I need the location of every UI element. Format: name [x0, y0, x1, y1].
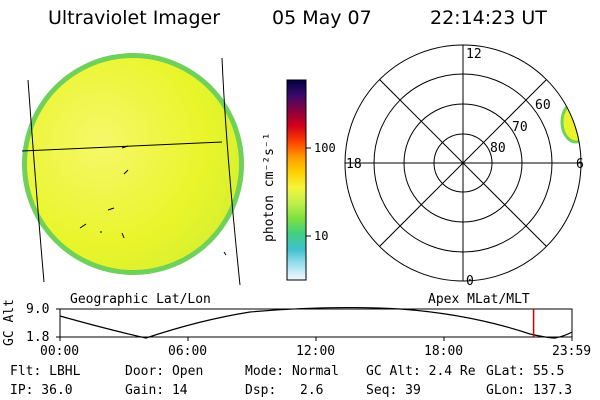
mlt-06-label: 6 [576, 157, 584, 172]
gain-status: Gain: 14 [125, 383, 188, 398]
aurora-patch [560, 100, 581, 144]
geographic-caption: Geographic Lat/Lon [70, 292, 211, 307]
seq-status: Seq: 39 [366, 383, 421, 398]
latitude-line [21, 141, 223, 152]
colorbar-tick-label-10: 10 [314, 229, 329, 243]
door-status: Door: Open [125, 364, 204, 379]
orbit-ytop-label: 9.0 [26, 302, 50, 317]
orbit-xtick-label: 00:00 [40, 344, 80, 359]
earth-disk-image [21, 53, 244, 286]
orbit-ybottom-label: 1.8 [26, 330, 50, 345]
glon-status: GLon: 137.3 [486, 383, 573, 398]
orbit-plot [56, 306, 573, 341]
longitude-line-east [221, 57, 241, 286]
dsp-value: 2.6 [300, 383, 324, 398]
lat-60-label: 60 [535, 98, 551, 113]
instrument-title: Ultraviolet Imager [48, 7, 221, 29]
gc-alt-status: GC Alt: 2.4 Re [366, 364, 476, 379]
mlt-00-label: 0 [466, 274, 474, 289]
orbit-xtick-label: 18:00 [424, 344, 464, 359]
colorbar-tick-label-100: 100 [314, 141, 336, 155]
orbit-frame [59, 308, 573, 338]
orbit-xtick-label: 12:00 [296, 344, 336, 359]
mlt-18-label: 18 [346, 157, 362, 172]
time-label: 22:14:23 UT [430, 7, 547, 29]
polar-plot [344, 44, 582, 282]
colorbar [286, 79, 311, 281]
mode-status: Mode: Normal [245, 364, 339, 379]
ip-status: IP: 36.0 [10, 383, 73, 398]
lat-80-label: 80 [490, 141, 506, 156]
lat-70-label: 70 [512, 120, 528, 135]
altitude-curve [59, 306, 573, 339]
orbit-ylabel: GC Alt [2, 299, 17, 346]
colorbar-unit-label: photon cm⁻²s⁻¹ [262, 132, 277, 242]
apex-caption: Apex MLat/MLT [428, 292, 530, 307]
orbit-xtick-label: 23:59 [552, 344, 592, 359]
dsp-label: Dsp: [245, 383, 277, 398]
glat-status: GLat: 55.5 [486, 364, 565, 379]
date-label: 05 May 07 [272, 7, 372, 29]
orbit-xtick-label: 06:00 [168, 344, 208, 359]
colorbar-strip [286, 79, 307, 281]
filter-status: Flt: LBHL [10, 364, 81, 379]
longitude-line-west [27, 79, 45, 283]
mlt-12-label: 12 [466, 47, 482, 62]
